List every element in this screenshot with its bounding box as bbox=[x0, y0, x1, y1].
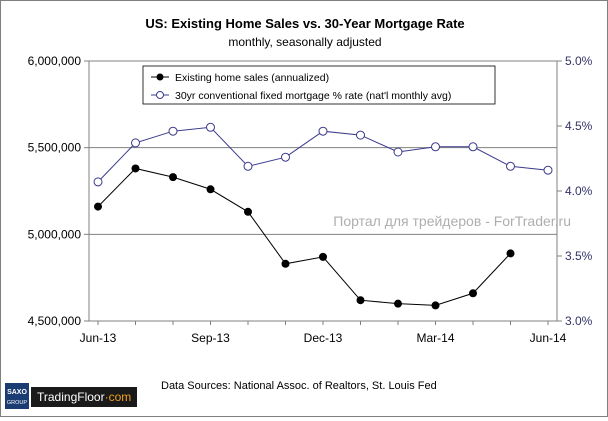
right-tick-label-2: 4.0% bbox=[565, 184, 593, 198]
chart-title: US: Existing Home Sales vs. 30-Year Mort… bbox=[145, 16, 464, 31]
logo-name-box bbox=[31, 387, 137, 407]
series-1-point-6 bbox=[318, 126, 328, 136]
logo-badge-top: SAXO bbox=[7, 389, 27, 396]
left-axis: 4,500,000 5,000,000 5,500,000 6,000,000 bbox=[28, 54, 89, 328]
series-1-point-9 bbox=[431, 142, 440, 152]
right-axis: 3.0% 3.5% 4.0% 4.5% 5.0% bbox=[557, 54, 593, 328]
series-0-point-3 bbox=[206, 185, 215, 194]
right-tick-label-1: 3.5% bbox=[565, 249, 593, 263]
legend-label-sales: Existing home sales (annualized) bbox=[175, 72, 329, 84]
series-1-point-5 bbox=[281, 152, 290, 162]
series-0-point-6 bbox=[319, 252, 327, 261]
series-0-point-9 bbox=[431, 301, 440, 310]
right-tick-label-0: 3.0% bbox=[565, 314, 593, 328]
left-tick-label-3: 6,000,000 bbox=[28, 54, 82, 68]
x-tick-label-0: Jun-13 bbox=[80, 331, 117, 345]
legend-box bbox=[142, 65, 496, 105]
legend: Existing home sales (annualized) 30yr co… bbox=[142, 65, 496, 105]
chart-subtitle: monthly, seasonally adjusted bbox=[228, 35, 381, 49]
legend-marker-sales bbox=[156, 73, 164, 81]
logo-name: TradingFloor·com bbox=[37, 390, 131, 404]
series-1-point-8 bbox=[393, 147, 403, 157]
series-0-point-1 bbox=[131, 164, 140, 173]
legend-label-rate: 30yr conventional fixed mortgage % rate … bbox=[175, 90, 451, 102]
watermark: Портал для трейдеров - ForTrader.ru bbox=[333, 213, 571, 229]
series-layer bbox=[93, 122, 553, 310]
series-line-0 bbox=[97, 167, 511, 306]
x-axis: Jun-13 Sep-13 Dec-13 Mar-14 Jun-14 bbox=[80, 321, 567, 345]
right-tick-label-3: 4.5% bbox=[565, 119, 593, 133]
series-0-point-11 bbox=[506, 249, 515, 258]
series-0-point-2 bbox=[169, 173, 177, 182]
x-tick-label-4: Jun-14 bbox=[530, 331, 567, 345]
x-tick-label-1: Sep-13 bbox=[191, 331, 230, 345]
series-1-point-0 bbox=[93, 177, 103, 187]
series-1-point-1 bbox=[131, 138, 140, 148]
right-tick-label-4: 5.0% bbox=[565, 54, 593, 68]
series-1-point-7 bbox=[356, 130, 365, 140]
data-sources: Data Sources: National Assoc. of Realtor… bbox=[161, 380, 437, 392]
series-1-point-12 bbox=[543, 165, 553, 175]
series-0-point-0 bbox=[94, 202, 102, 211]
logo-badge bbox=[5, 383, 29, 409]
series-0-point-5 bbox=[281, 259, 290, 268]
series-1-point-11 bbox=[506, 161, 515, 171]
series-1-point-10 bbox=[468, 142, 478, 152]
series-0-point-4 bbox=[244, 207, 252, 216]
series-0-point-7 bbox=[356, 296, 365, 305]
tradingfloor-logo: SAXO GROUP TradingFloor·com bbox=[5, 383, 137, 409]
x-tick-label-3: Mar-14 bbox=[416, 331, 454, 345]
left-tick-label-0: 4,500,000 bbox=[28, 314, 82, 328]
legend-marker-rate bbox=[156, 91, 164, 99]
series-1-point-4 bbox=[243, 161, 253, 171]
x-tick-label-2: Dec-13 bbox=[304, 331, 343, 345]
left-tick-label-2: 5,500,000 bbox=[28, 141, 82, 155]
series-0-point-8 bbox=[394, 299, 402, 308]
left-tick-label-1: 5,000,000 bbox=[28, 227, 82, 241]
series-0-point-10 bbox=[469, 289, 477, 298]
logo-badge-bottom: GROUP bbox=[7, 400, 28, 406]
series-1-point-3 bbox=[206, 122, 215, 132]
series-1-point-2 bbox=[168, 126, 178, 136]
